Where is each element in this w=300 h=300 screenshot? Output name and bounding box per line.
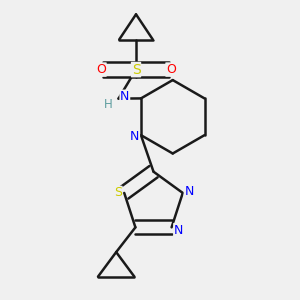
Text: H: H [104,98,112,111]
Text: S: S [132,63,140,76]
Text: O: O [96,63,106,76]
Text: N: N [130,130,139,143]
Text: O: O [166,63,176,76]
Text: S: S [114,186,122,200]
Text: N: N [184,185,194,198]
Text: N: N [120,90,130,103]
Text: N: N [174,224,183,237]
